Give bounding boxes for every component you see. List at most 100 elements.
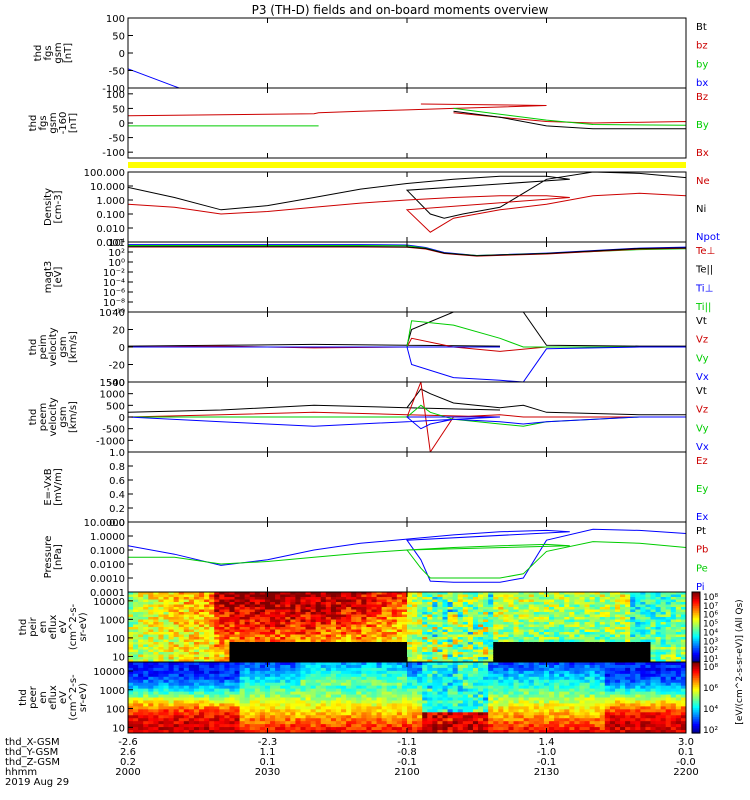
spectrogram-cell [442,697,449,702]
spectrogram-cell [183,688,190,693]
spectrogram-cell [665,607,672,611]
spectrogram-cell [315,594,322,598]
spectrogram-cell [128,634,134,638]
y-axis-label: gsm [58,406,69,427]
spectrogram-cell [361,619,368,623]
spectrogram-cell [574,649,581,653]
spectrogram-cell [371,691,378,696]
spectrogram-cell [133,652,139,656]
spectrogram-cell [630,639,636,643]
spectrogram-cell [665,617,672,621]
spectrogram-cell [199,622,205,626]
spectrogram-cell [133,700,139,705]
spectrogram-cell [670,612,677,616]
spectrogram-cell [178,607,185,611]
spectrogram-cell [143,703,149,707]
spectrogram-cell [564,609,570,613]
spectrogram-cell [630,632,636,636]
spectrogram-cell [305,624,312,628]
spectrogram-cell [341,724,347,728]
spectrogram-cell [538,594,545,598]
spectrogram-cell [467,652,474,656]
spectrogram-cell [523,597,530,601]
spectrogram-cell [630,647,636,651]
spectrogram-cell [564,599,570,603]
spectrogram-cell [163,627,170,631]
spectrogram-cell [133,612,139,616]
spectrogram-cell [305,709,312,713]
spectrogram-cell [249,694,256,699]
spectrogram-cell [128,607,134,611]
spectrogram-cell [609,602,616,606]
spectrogram-cell [361,706,368,710]
spectrogram-cell [493,614,499,618]
y-axis-label: thd [33,45,44,62]
spectrogram-cell [427,644,433,648]
spectrogram-cell [173,709,180,713]
spectrogram-cell [356,654,362,658]
spectrogram-cell [351,679,357,684]
spectrogram-cell [478,612,484,616]
spectrogram-cell [594,624,601,628]
spectrogram-cell [346,718,352,722]
spectrogram-cell [559,649,565,653]
spectrogram-cell [594,612,601,616]
spectrogram-cell [650,639,657,643]
spectrogram-cell [178,599,185,603]
spectrogram-cell [341,642,347,646]
spectrogram-cell [584,602,591,606]
spectrogram-cell [594,647,601,651]
spectrogram-cell [183,703,190,707]
spectrogram-cell [609,629,616,633]
spectrogram-cell [366,709,373,713]
spectrogram-cell [209,657,215,661]
spectrogram-cell [300,639,307,643]
spectrogram-cell [523,629,530,633]
spectrogram-cell [153,727,160,731]
spectrogram-cell [188,676,195,681]
y-axis-label: thd [28,115,39,132]
spectrogram-cell [564,654,570,658]
spectrogram-cell [594,622,601,626]
spectrogram-cell [457,654,464,658]
spectrogram-cell [604,644,611,648]
spectrogram-cell [239,629,246,633]
spectrogram-cell [478,632,484,636]
spectrogram-cell [391,629,398,633]
spectrogram-cell [483,607,489,611]
spectrogram-cell [178,709,185,713]
spectrogram-cell [254,592,261,596]
spectrogram-cell [614,622,621,626]
spectrogram-cell [422,627,428,631]
spectrogram-cell [579,644,586,648]
spectrogram-cell [584,632,591,636]
spectrogram-cell [168,632,175,636]
spectrogram-cell [503,592,510,596]
spectrogram-cell [675,602,682,606]
spectrogram-cell [305,694,312,699]
spectrogram-cell [417,637,423,641]
spectrogram-cell [173,662,180,666]
spectrogram-cell [412,721,418,725]
spectrogram-cell [219,659,225,662]
spectrogram-cell [259,652,266,656]
spectrogram-cell [295,619,302,623]
spectrogram-cell [346,706,352,710]
spectrogram-cell [422,667,428,672]
y-tick-label: 0 [119,413,125,424]
spectrogram-cell [285,619,291,623]
spectrogram-cell [341,657,347,661]
spectrogram-cell [528,612,535,616]
spectrogram-cell [371,706,378,710]
spectrogram-cell [589,659,596,662]
spectrogram-cell [128,715,134,719]
spectrogram-cell [680,599,686,603]
spectrogram-cell [335,662,342,666]
spectrogram-cell [665,604,672,608]
spectrogram-cell [609,657,616,661]
spectrogram-cell [229,706,236,710]
spectrogram-cell [285,599,291,603]
spectrogram-cell [239,607,246,611]
spectrogram-cell [589,609,596,613]
spectrogram-cell [193,622,200,626]
